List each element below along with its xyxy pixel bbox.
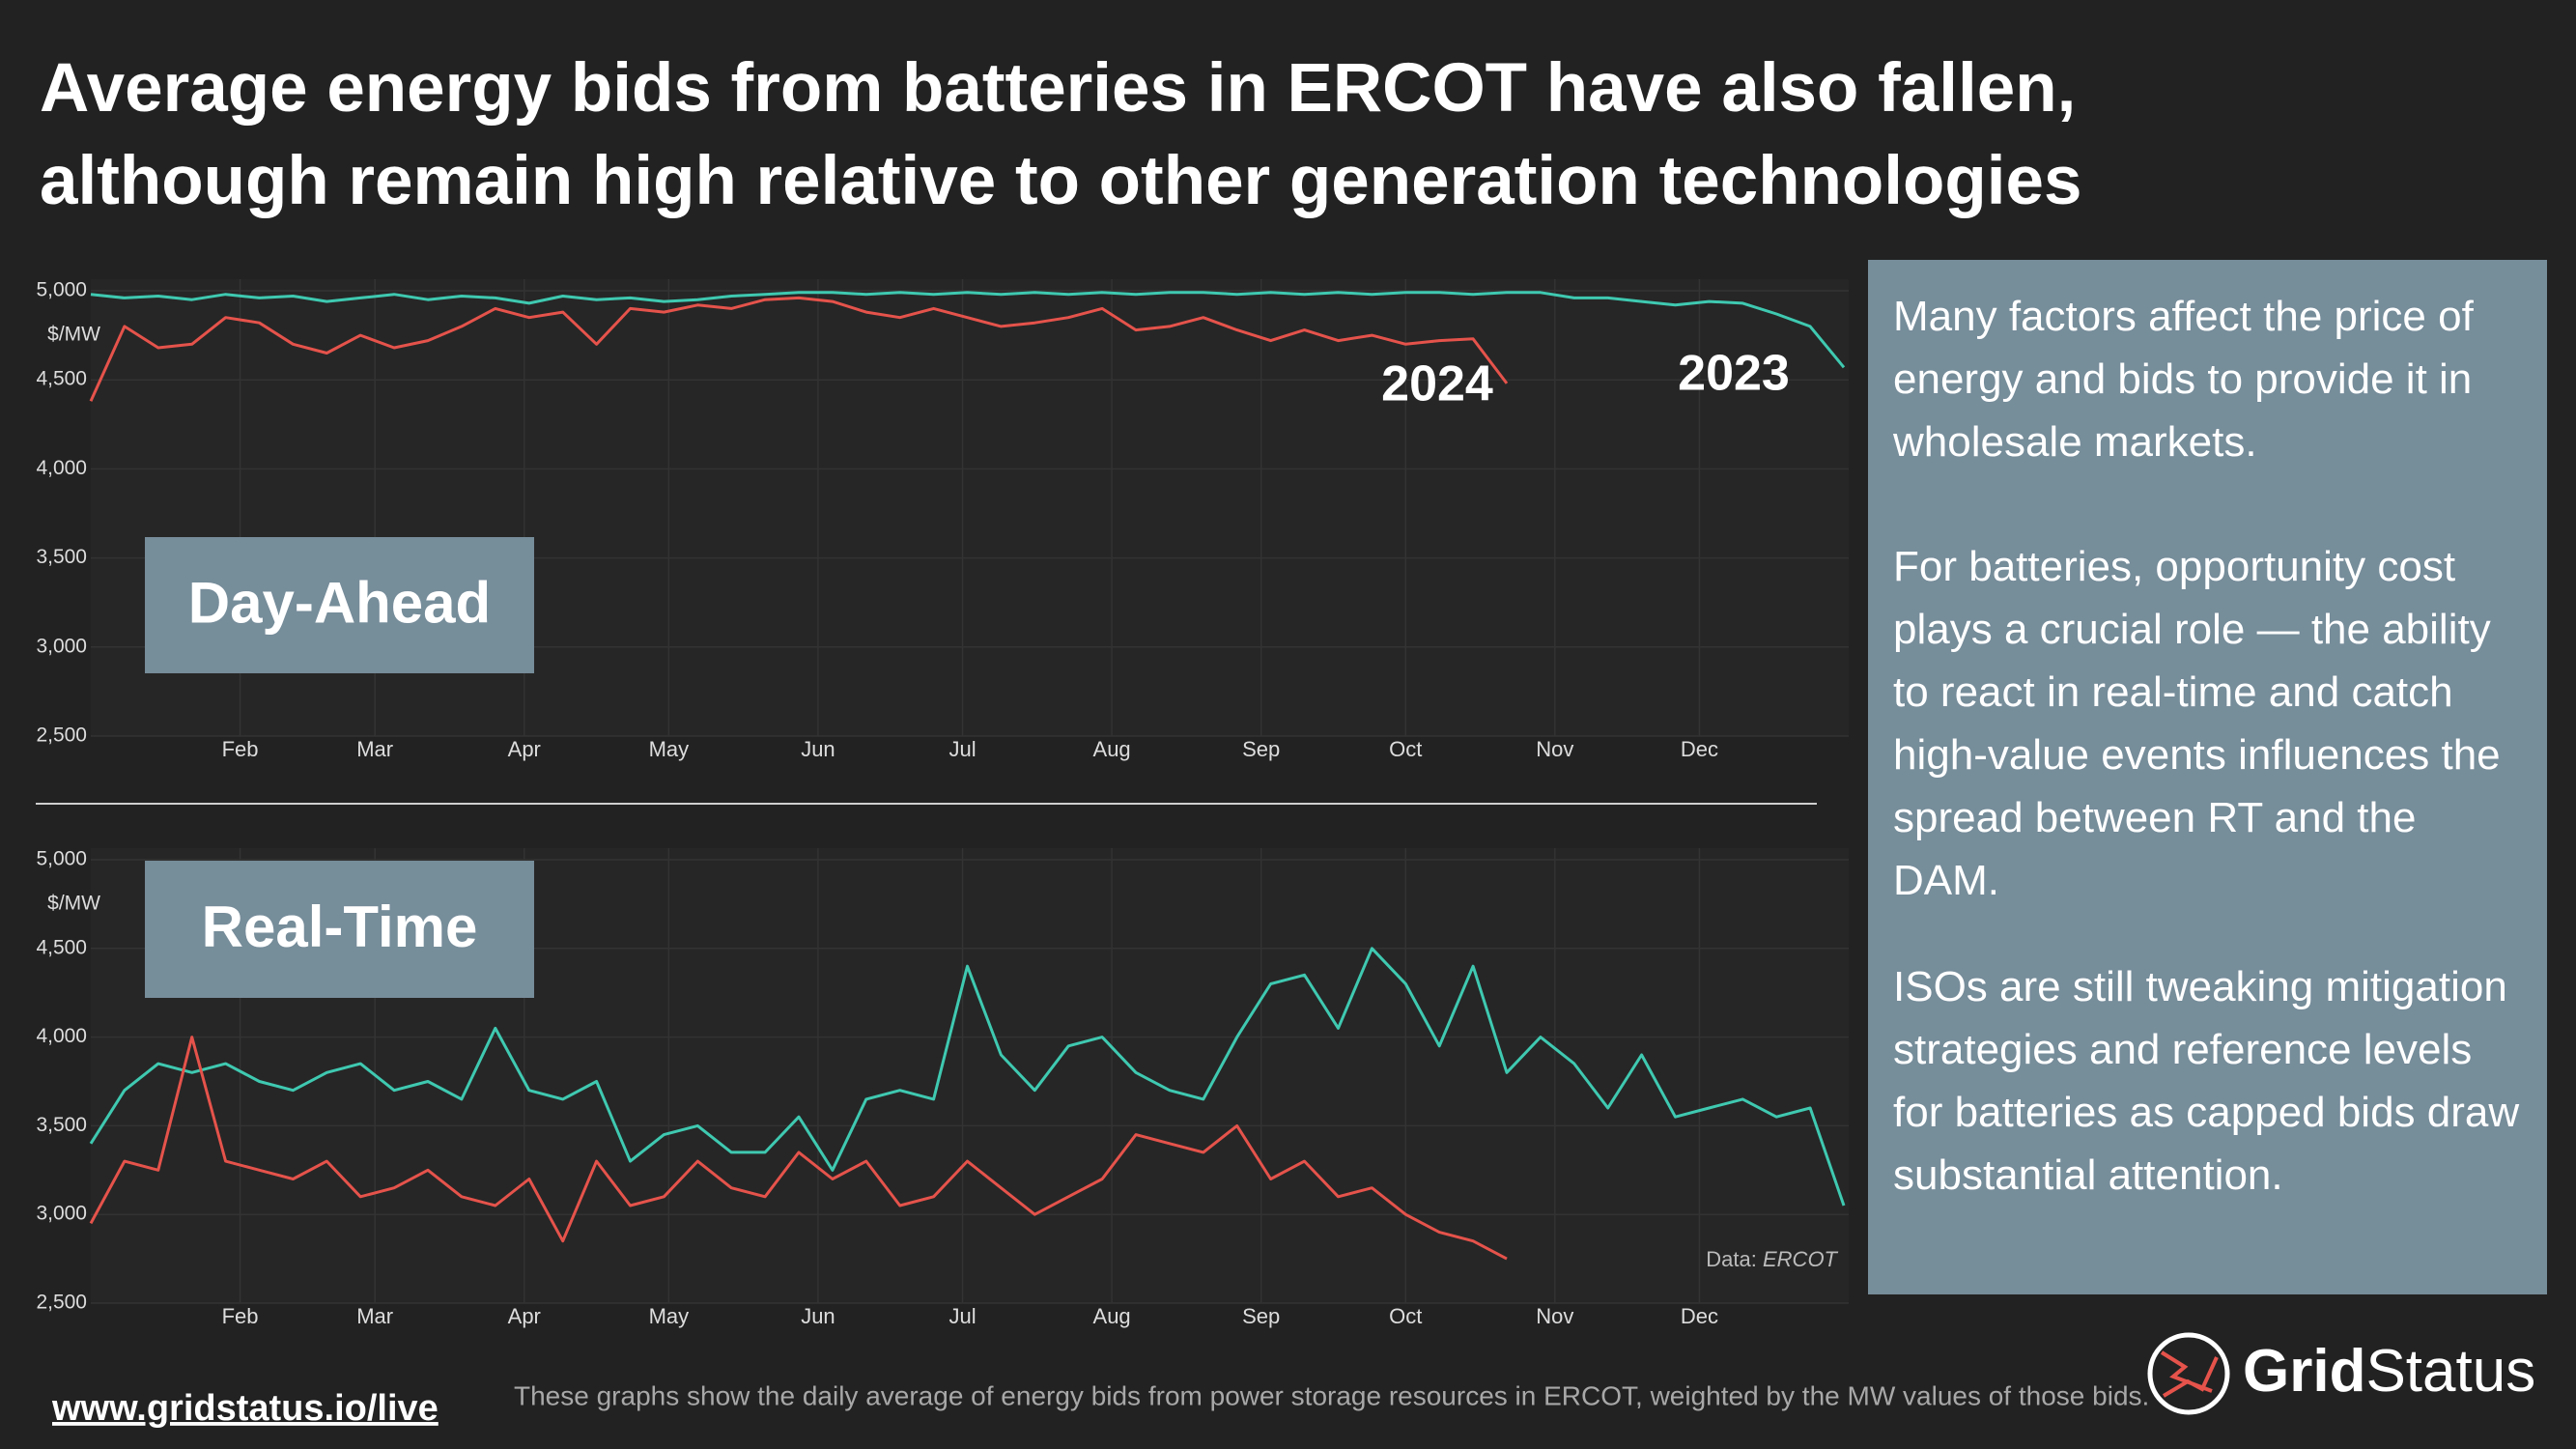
series-line <box>90 291 1846 369</box>
panel-paragraph: ISOs are still tweaking mitigation strat… <box>1893 963 2520 1199</box>
x-tick-label: Nov <box>1536 1304 1573 1328</box>
x-tick-label: Mar <box>356 737 393 761</box>
y-tick-label: 4,500 <box>36 936 87 958</box>
logo-bold: Grid <box>2243 1338 2365 1405</box>
x-tick-label: Apr <box>508 1304 541 1328</box>
link[interactable]: www.gridstatus.io/live <box>51 1388 439 1429</box>
series-label: 2024 <box>1381 356 1493 412</box>
chart-label: Day-Ahead <box>188 570 491 635</box>
y-tick-label: 3,000 <box>36 1203 87 1225</box>
x-tick-label: Jul <box>948 1304 976 1328</box>
logo-bolt <box>2160 1350 2219 1398</box>
x-tick-label: Jun <box>801 737 835 761</box>
source-name: ERCOT <box>1763 1247 1839 1271</box>
y-tick-label: 3,500 <box>36 546 87 568</box>
chart-label-box <box>145 861 534 998</box>
x-tick-label: Dec <box>1681 737 1718 761</box>
y-tick-label: 4,000 <box>36 1025 87 1047</box>
y-tick-label: 2,500 <box>36 724 87 747</box>
panel-paragraph: For batteries, opportunity cost plays a … <box>1893 543 2501 904</box>
logo-text: GridStatus <box>2243 1338 2535 1405</box>
x-tick-label: Jun <box>801 1304 835 1328</box>
y-tick-label: 3,500 <box>36 1114 87 1136</box>
x-tick-label: Oct <box>1389 1304 1422 1328</box>
x-tick-label: Oct <box>1389 737 1422 761</box>
y-tick-label: 5,000 <box>36 279 87 301</box>
footer-link[interactable]: www.gridstatus.io/live <box>51 1388 439 1429</box>
x-tick-label: Dec <box>1681 1304 1718 1328</box>
x-tick-label: Sep <box>1242 737 1280 761</box>
x-tick-label: Aug <box>1093 737 1131 761</box>
logo-light: Status <box>2365 1338 2535 1405</box>
x-tick-label: Aug <box>1093 1304 1131 1328</box>
chart-label-box <box>145 537 534 673</box>
side-panel: Many factors affect the price of energy … <box>1868 260 2547 1294</box>
source-note: Data: ERCOT <box>1706 1247 1838 1271</box>
chart: 2,500 3,000 3,500 4,000 4,500 5,000 Feb Mar Apr M… <box>36 279 1849 761</box>
y-axis-label: $/MW <box>47 324 100 346</box>
y-tick-label: 5,000 <box>36 848 87 870</box>
title-line: although remain high relative to other g… <box>40 143 2081 219</box>
x-tick-label: Feb <box>222 737 259 761</box>
source-prefix: Data: <box>1706 1247 1757 1271</box>
panel-paragraph: Many factors affect the price of energy … <box>1893 293 2474 466</box>
chart: 2,500 3,000 3,500 4,000 4,500 5,000 Feb Mar Apr M… <box>36 848 1849 1328</box>
logo-ring <box>2147 1332 2230 1415</box>
x-tick-label: May <box>649 737 690 761</box>
x-tick-label: Jul <box>948 737 976 761</box>
x-tick-label: Sep <box>1242 1304 1280 1328</box>
x-tick-label: Nov <box>1536 737 1573 761</box>
series-label: 2023 <box>1678 346 1790 402</box>
x-tick-label: Feb <box>222 1304 259 1328</box>
y-tick-label: 4,500 <box>36 368 87 390</box>
y-tick-label: 2,500 <box>36 1292 87 1314</box>
x-tick-label: Apr <box>508 737 541 761</box>
series-line <box>89 1036 1508 1261</box>
logo: GridStatus <box>2147 1332 2535 1415</box>
y-tick-label: 3,000 <box>36 635 87 657</box>
y-axis-label: $/MW <box>47 893 100 915</box>
series-line <box>89 947 1846 1207</box>
x-tick-label: Mar <box>356 1304 393 1328</box>
footer-caption: These graphs show the daily average of e… <box>514 1380 2149 1410</box>
chart-label: Real-Time <box>202 895 478 959</box>
title-line: Average energy bids from batteries in ER… <box>40 50 2076 127</box>
x-tick-label: May <box>649 1304 690 1328</box>
y-tick-label: 4,000 <box>36 457 87 479</box>
series-line <box>89 296 1509 402</box>
